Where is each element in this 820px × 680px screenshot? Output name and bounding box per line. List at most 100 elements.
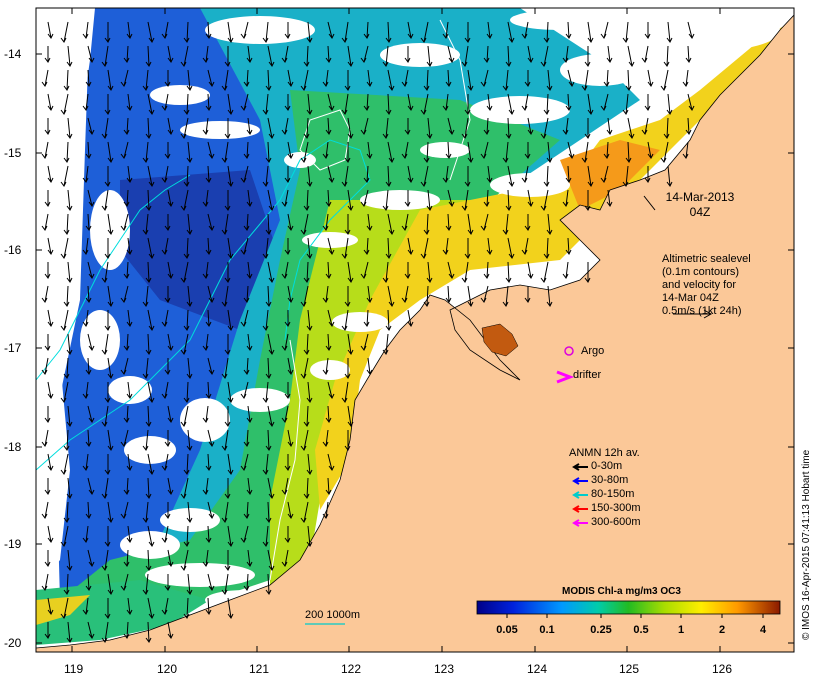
argo-marker xyxy=(564,346,574,356)
velocity-arrow xyxy=(142,429,149,451)
velocity-arrow xyxy=(483,261,490,279)
velocity-arrow xyxy=(227,453,234,475)
velocity-arrow xyxy=(123,45,130,63)
velocity-arrow xyxy=(265,429,272,451)
velocity-arrow xyxy=(107,501,114,523)
velocity-arrow xyxy=(341,381,349,403)
velocity-arrow xyxy=(344,358,351,379)
velocity-arrow xyxy=(327,381,335,399)
velocity-arrow xyxy=(224,406,231,427)
velocity-arrow xyxy=(147,453,155,475)
velocity-arrow xyxy=(221,285,229,307)
anmn-legend-arrow xyxy=(572,505,588,513)
velocity-arrow xyxy=(284,238,291,255)
velocity-arrow xyxy=(622,21,629,43)
credit-text: © IMOS 16-Apr-2015 07:41:13 Hobart time xyxy=(801,449,812,640)
velocity-arrow xyxy=(420,237,429,259)
velocity-arrow xyxy=(41,573,49,591)
velocity-arrow xyxy=(327,165,335,183)
velocity-arrow xyxy=(347,261,354,283)
velocity-arrow xyxy=(385,237,392,259)
velocity-arrow xyxy=(66,477,73,499)
velocity-arrow xyxy=(306,165,313,187)
velocity-arrow xyxy=(147,381,155,403)
velocity-arrow xyxy=(341,165,349,187)
velocity-arrow xyxy=(145,45,152,67)
colorbar-label-1: 0.1 xyxy=(539,624,555,636)
velocity-arrow xyxy=(227,381,234,403)
velocity-arrow xyxy=(647,69,654,87)
velocity-arrow xyxy=(202,261,209,279)
velocity-arrow xyxy=(502,285,509,307)
velocity-arrow xyxy=(562,189,569,207)
velocity-arrow xyxy=(281,477,289,495)
velocity-arrow xyxy=(66,333,73,355)
velocity-arrow xyxy=(327,309,335,327)
velocity-arrow xyxy=(420,93,429,115)
velocity-arrow xyxy=(85,429,92,447)
velocity-arrow xyxy=(327,93,335,111)
velocity-arrow xyxy=(486,93,493,111)
velocity-arrow xyxy=(87,621,95,639)
velocity-arrow xyxy=(164,502,171,519)
velocity-arrow xyxy=(502,213,509,235)
velocity-arrow xyxy=(660,69,669,91)
velocity-arrow xyxy=(627,117,635,139)
velocity-arrow xyxy=(303,261,310,283)
velocity-arrow xyxy=(682,69,689,87)
velocity-arrow xyxy=(647,141,654,159)
velocity-arrow xyxy=(467,69,474,91)
velocity-arrow xyxy=(265,141,272,163)
date-pointer-line xyxy=(643,195,656,211)
velocity-arrow xyxy=(505,117,512,139)
velocity-arrow xyxy=(183,597,190,619)
velocity-arrow xyxy=(107,285,114,307)
velocity-arrow xyxy=(627,45,635,67)
velocity-arrow xyxy=(641,45,649,63)
velocity-arrow xyxy=(87,117,95,135)
velocity-arrow xyxy=(207,501,215,519)
velocity-arrow xyxy=(267,117,275,139)
velocity-arrow xyxy=(186,141,193,163)
colorbar-label-3: 0.5 xyxy=(633,624,649,636)
chl-band-orange xyxy=(560,140,660,210)
velocity-arrow xyxy=(41,141,49,159)
velocity-arrow xyxy=(546,285,553,307)
velocity-arrow xyxy=(142,141,149,163)
colorbar-ticks xyxy=(506,614,764,618)
velocity-arrow xyxy=(161,525,169,543)
velocity-arrow xyxy=(66,117,73,139)
velocity-arrow xyxy=(85,69,92,87)
velocity-arrow xyxy=(524,286,531,303)
velocity-arrow xyxy=(145,621,152,643)
velocity-arrow xyxy=(161,381,169,399)
velocity-arrow xyxy=(82,21,89,39)
velocity-arrow xyxy=(666,165,673,187)
velocity-arrow xyxy=(600,21,609,39)
velocity-arrow xyxy=(104,238,111,259)
velocity-arrow xyxy=(85,141,92,159)
velocity-arrow xyxy=(480,213,489,231)
velocity-arrow xyxy=(47,381,54,399)
colorbar-label-0: 0.05 xyxy=(496,624,518,636)
velocity-arrow xyxy=(325,189,332,207)
velocity-arrow xyxy=(300,429,309,451)
velocity-arrow xyxy=(164,574,171,591)
velocity-arrow xyxy=(565,21,572,39)
velocity-arrow xyxy=(145,477,152,499)
velocity-arrow xyxy=(142,213,149,235)
velocity-arrow xyxy=(47,453,54,471)
velocity-arrow xyxy=(82,93,89,111)
velocity-arrow xyxy=(300,285,309,307)
velocity-arrow xyxy=(142,501,149,523)
altimetry-note-line: 0.5m/s (1kt 24h) xyxy=(662,305,742,317)
velocity-arrow xyxy=(126,525,133,543)
velocity-arrow xyxy=(66,189,73,211)
velocity-arrow xyxy=(540,189,549,211)
velocity-arrow xyxy=(145,405,152,427)
velocity-arrow xyxy=(521,93,529,111)
date-label: 14-Mar-2013 04Z xyxy=(660,190,740,220)
velocity-arrow xyxy=(447,189,455,207)
velocity-arrow xyxy=(104,310,111,331)
